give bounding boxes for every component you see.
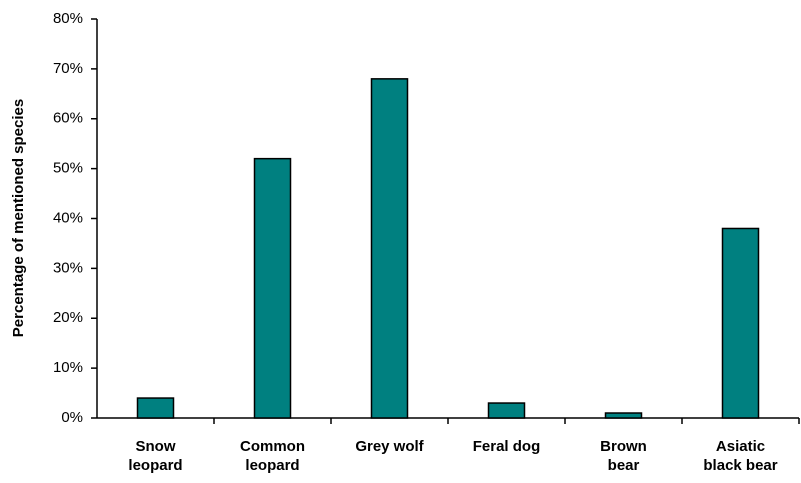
x-tick-label: Feral dog bbox=[472, 438, 541, 455]
bar bbox=[721, 227, 760, 419]
y-tick-label: 40% bbox=[53, 209, 83, 226]
x-tick-label: Common leopard bbox=[240, 438, 305, 474]
bar bbox=[370, 78, 409, 419]
x-tick-label: Asiatic black bear bbox=[703, 438, 778, 474]
x-tick-label: Grey wolf bbox=[355, 438, 424, 455]
y-tick-label: 70% bbox=[53, 60, 83, 77]
y-tick-label: 20% bbox=[53, 309, 83, 326]
bar bbox=[253, 157, 292, 419]
y-tick-label: 60% bbox=[53, 110, 83, 127]
y-tick-label: 80% bbox=[53, 10, 83, 27]
x-tick-label: Brown bear bbox=[600, 438, 647, 474]
bar bbox=[136, 397, 175, 419]
bar bbox=[487, 402, 526, 419]
bar bbox=[604, 412, 643, 419]
x-tick-label: Snow leopard bbox=[128, 438, 183, 474]
y-axis-title: Percentage of mentioned species bbox=[10, 99, 27, 337]
y-tick-label: 30% bbox=[53, 259, 83, 276]
y-tick-label: 50% bbox=[53, 160, 83, 177]
y-tick-label: 0% bbox=[61, 409, 83, 426]
y-tick-label: 10% bbox=[53, 359, 83, 376]
